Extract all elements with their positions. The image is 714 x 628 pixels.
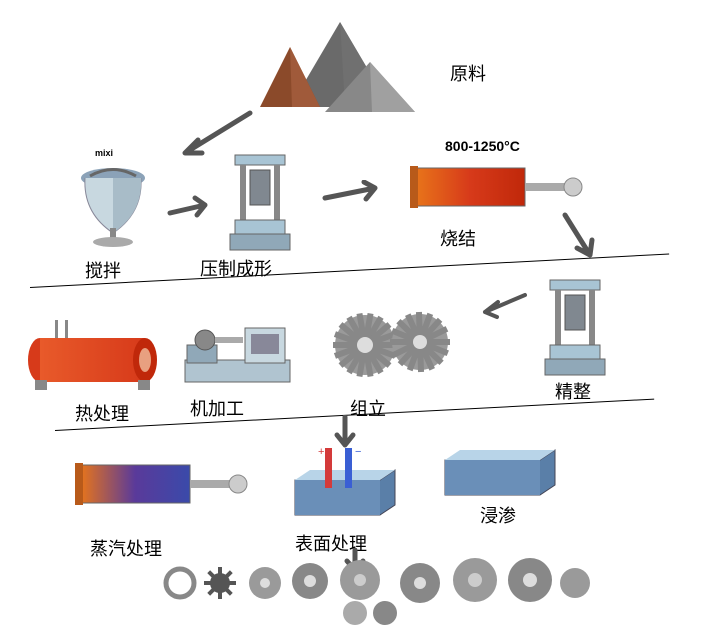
heat-treatment-icon [20,315,170,395]
arrow-2 [165,195,220,225]
assembly-icon [325,300,465,385]
products-icon [160,558,590,628]
infiltration-icon [435,445,565,505]
surface-treatment-icon: + − [285,440,405,525]
machining-label: 机加工 [190,395,244,421]
mixing-label: 搅拌 [85,257,121,283]
temp-label: 800-1250°C [445,138,520,154]
raw-material-icon [250,12,420,122]
svg-text:+: + [318,446,324,458]
steam-treatment-label: 蒸汽处理 [90,535,162,561]
arrow-5a [475,290,535,320]
svg-text:−: − [355,446,361,458]
mixing-icon [65,158,160,253]
machining-icon [175,310,300,390]
finishing-icon [535,275,615,380]
heat-treatment-label: 热处理 [75,400,129,426]
infiltration-label: 浸渗 [480,502,516,528]
raw-material-label: 原料 [450,60,486,86]
sintering-label: 烧结 [440,225,476,251]
steam-treatment-icon [70,455,250,515]
mixi-label: mixi [95,148,113,158]
sintering-icon [405,158,585,218]
finishing-label: 精整 [555,378,591,404]
arrow-4 [555,210,605,270]
arrow-3 [320,180,390,210]
pressing-icon [220,150,300,255]
